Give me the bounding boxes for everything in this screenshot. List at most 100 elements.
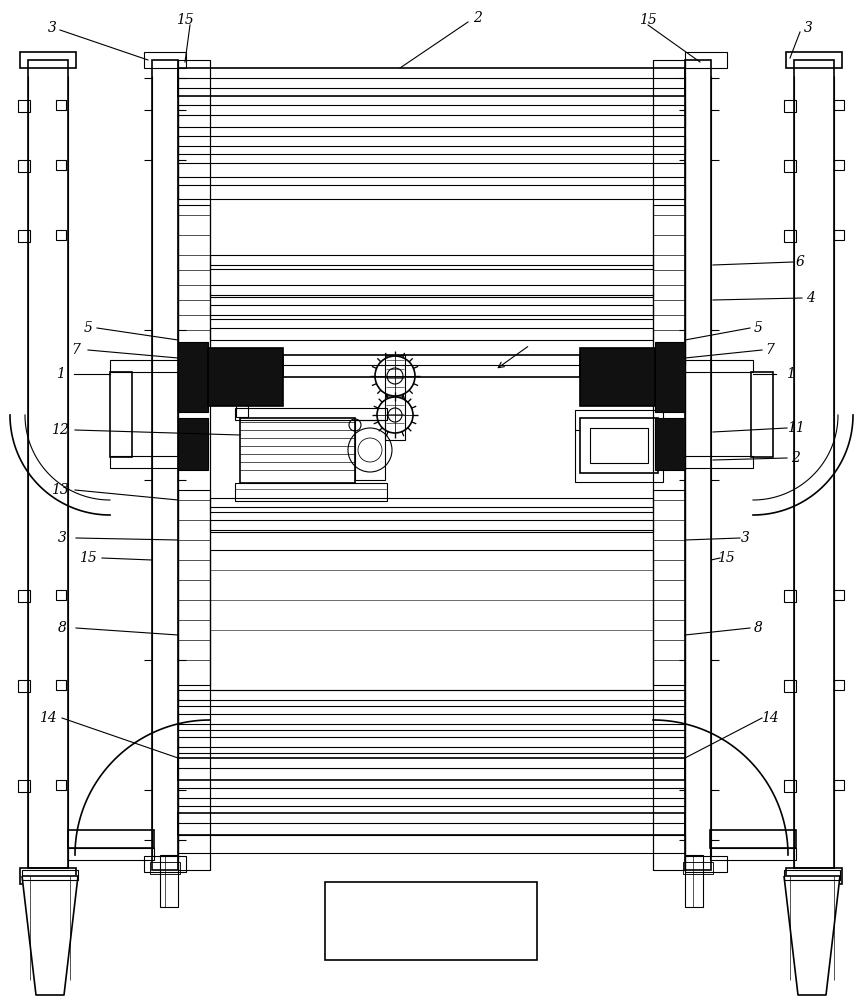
Bar xyxy=(574,410,662,482)
Bar xyxy=(22,870,77,880)
Bar xyxy=(684,60,710,870)
Bar xyxy=(236,397,248,417)
Bar xyxy=(177,714,684,730)
Text: 2: 2 xyxy=(473,11,482,25)
Bar xyxy=(784,680,795,692)
Bar xyxy=(144,52,186,68)
Bar xyxy=(18,160,30,172)
Bar xyxy=(239,418,355,483)
Bar xyxy=(579,418,657,473)
Bar xyxy=(110,372,132,457)
Bar xyxy=(110,456,180,468)
Text: 5: 5 xyxy=(84,321,92,335)
Bar xyxy=(833,160,843,170)
Bar xyxy=(784,870,839,880)
Bar xyxy=(68,830,154,848)
Bar xyxy=(208,348,282,406)
Text: 2: 2 xyxy=(790,451,800,465)
Text: 1: 1 xyxy=(784,367,794,381)
Text: 14: 14 xyxy=(39,711,57,725)
Bar xyxy=(282,355,579,377)
Bar xyxy=(160,855,177,907)
Bar xyxy=(56,590,66,600)
Bar xyxy=(709,848,795,860)
Text: 8: 8 xyxy=(58,621,66,635)
Bar xyxy=(20,868,76,884)
Text: 6: 6 xyxy=(795,255,803,269)
Bar xyxy=(684,855,703,907)
Bar xyxy=(110,360,180,372)
Text: 8: 8 xyxy=(753,621,761,635)
Bar xyxy=(653,205,684,365)
Bar xyxy=(210,305,653,319)
Bar xyxy=(177,835,684,853)
Bar xyxy=(784,100,795,112)
Bar xyxy=(177,813,684,835)
Bar xyxy=(682,360,753,372)
Text: 7: 7 xyxy=(71,343,80,357)
Text: 5: 5 xyxy=(753,321,761,335)
Bar xyxy=(152,60,177,870)
Bar xyxy=(28,60,68,868)
Bar xyxy=(579,348,654,406)
Bar xyxy=(784,160,795,172)
Bar xyxy=(20,52,76,68)
Bar xyxy=(709,830,795,848)
Bar xyxy=(144,856,186,872)
Bar xyxy=(210,498,653,512)
Bar xyxy=(684,52,726,68)
Bar xyxy=(177,136,684,154)
Bar xyxy=(56,230,66,240)
Bar xyxy=(833,680,843,690)
Bar xyxy=(784,230,795,242)
Text: 3: 3 xyxy=(47,21,56,35)
Bar xyxy=(833,780,843,790)
Bar xyxy=(56,680,66,690)
Text: 12: 12 xyxy=(51,423,69,437)
Bar xyxy=(682,456,753,468)
Bar xyxy=(177,737,684,753)
Bar xyxy=(177,105,684,127)
Bar xyxy=(784,780,795,792)
Bar xyxy=(684,856,726,872)
Bar xyxy=(589,428,647,463)
Bar xyxy=(18,230,30,242)
Bar xyxy=(18,780,30,792)
Bar xyxy=(56,780,66,790)
Bar xyxy=(177,68,684,96)
Text: 11: 11 xyxy=(786,421,804,435)
Bar xyxy=(210,328,653,340)
Bar xyxy=(210,550,653,690)
Text: 3: 3 xyxy=(740,531,748,545)
Text: 3: 3 xyxy=(802,21,812,35)
Bar xyxy=(177,205,210,365)
Bar xyxy=(177,788,684,806)
Bar xyxy=(56,160,66,170)
Bar xyxy=(682,862,712,874)
Bar xyxy=(177,490,210,685)
Text: 14: 14 xyxy=(760,711,778,725)
Bar xyxy=(785,868,841,884)
Bar xyxy=(177,342,208,412)
Bar xyxy=(210,285,653,297)
Bar xyxy=(177,185,684,199)
Bar xyxy=(785,52,841,68)
Bar xyxy=(833,590,843,600)
Text: 3: 3 xyxy=(58,531,66,545)
Text: 7: 7 xyxy=(765,343,773,357)
Bar xyxy=(210,255,653,269)
Text: 15: 15 xyxy=(638,13,656,27)
Bar xyxy=(210,520,653,532)
Bar xyxy=(235,408,387,420)
Text: 4: 4 xyxy=(805,291,814,305)
Bar xyxy=(177,163,684,177)
Bar xyxy=(833,230,843,240)
Text: 13: 13 xyxy=(51,483,69,497)
Text: 15: 15 xyxy=(79,551,96,565)
Bar xyxy=(385,355,405,440)
Bar xyxy=(355,420,385,480)
Bar xyxy=(653,60,684,870)
Bar xyxy=(793,60,833,868)
Bar xyxy=(235,483,387,501)
Bar xyxy=(654,342,684,412)
